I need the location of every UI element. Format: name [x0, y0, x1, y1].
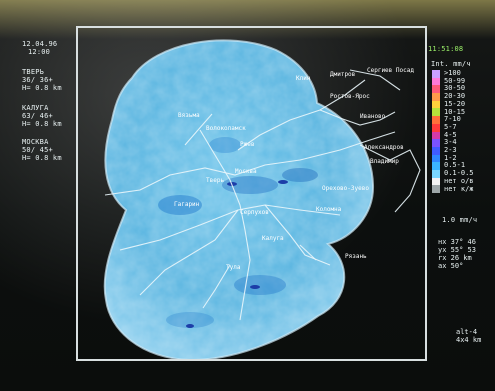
city-label: Коломна [316, 206, 342, 213]
cursor-readout: нх 37° 46 ух 55° 53 rх 26 km ах 50° [438, 238, 476, 270]
echo-cell [158, 195, 202, 215]
mode-line: 4x4 km [456, 336, 482, 344]
legend-swatch [432, 123, 440, 132]
monitor-frame [76, 26, 427, 361]
station-name: КАЛУГА [22, 104, 49, 112]
station-height: H= 0.8 km [22, 84, 62, 92]
legend-swatch [432, 100, 440, 109]
city-label: Владимир [370, 158, 399, 165]
echo-cell [222, 176, 278, 194]
legend-swatch [432, 185, 440, 193]
echo-cell [209, 137, 241, 153]
station-name: МОСКВА [22, 138, 49, 146]
station-height: H= 0.8 km [22, 120, 62, 128]
legend-swatch [432, 77, 440, 86]
station-name: ТВЕРЬ [22, 68, 45, 76]
time-readout: 12:00 [28, 48, 51, 56]
legend-label: нет о/в [444, 176, 474, 185]
legend-swatches [432, 70, 440, 193]
cursor-line: ух 55° 53 [438, 246, 476, 254]
city-label: Дмитров [330, 71, 355, 78]
legend-label: 10-15 [444, 107, 466, 116]
legend-label: 50-99 [444, 76, 466, 85]
legend-swatch [432, 108, 440, 117]
city-label: Орехово-Зуево [322, 185, 369, 192]
legend-swatch [432, 93, 440, 101]
cursor-line: rх 26 km [438, 254, 472, 262]
city-label: Ржев [240, 141, 254, 148]
echo-cell [166, 312, 214, 328]
echo-core [250, 285, 260, 289]
legend-label: 1-2 [444, 153, 457, 162]
city-label: Александров [364, 144, 404, 151]
echo-cell [282, 168, 318, 182]
legend-label: 15-20 [444, 99, 466, 108]
legend-label: 5-7 [444, 122, 457, 131]
city-label: Вязьма [178, 112, 200, 119]
city-label: Рязань [345, 253, 367, 260]
echo-core [186, 324, 194, 328]
legend-label: 4-5 [444, 130, 457, 139]
station-angles: 63/ 46+ [22, 112, 53, 120]
legend-label: 0.1-0.5 [444, 169, 474, 178]
legend-labels: >100 50-99 30-50 20-30 15-20 10-15 7-10 5-7 4-5 3… [444, 69, 474, 193]
legend-label: 20-30 [444, 92, 466, 101]
legend-label: 3-4 [444, 138, 457, 147]
scale-readout: 1.0 mm/ч [442, 216, 478, 224]
city-label: Клин [296, 75, 311, 82]
cursor-line: нх 37° 46 [438, 238, 476, 246]
legend-swatch [432, 85, 440, 94]
city-label: Калуга [262, 235, 284, 242]
road-network [104, 69, 421, 321]
mode-line: alt-4 [456, 328, 478, 336]
legend-title: Int. mm/ч [431, 60, 471, 68]
city-label: Иваново [360, 113, 386, 120]
legend-swatch [432, 162, 440, 170]
mode-readout: alt-4 4x4 km [456, 328, 481, 344]
legend-label: 2-3 [444, 146, 457, 155]
station-angles: 36/ 36+ [22, 76, 53, 84]
legend-swatch [432, 177, 440, 186]
station-angles: 50/ 45+ [22, 146, 53, 154]
legend-swatch [432, 116, 440, 124]
legend-swatch [432, 131, 440, 140]
legend-swatch [432, 146, 440, 155]
legend-label: >100 [444, 69, 461, 77]
city-label: Волоколамск [206, 125, 246, 132]
city-label: Серпухов [240, 209, 269, 216]
city-label: Тверь [206, 177, 224, 184]
city-label: Сергиев Посад [367, 67, 414, 74]
city-label: Гагарин [174, 201, 200, 208]
date-readout: 12.04.96 [22, 40, 58, 48]
legend-label: 7-10 [444, 115, 461, 124]
legend-swatch [432, 139, 440, 147]
legend-label: нет к/ж [444, 184, 474, 193]
legend-swatch [432, 154, 440, 163]
map-labels: Вязьма Волоколамск Клин Дмитров Сергиев … [174, 67, 414, 271]
station-height: H= 0.8 km [22, 154, 62, 162]
legend-swatch [432, 169, 440, 178]
legend-label: 30-50 [444, 84, 466, 93]
city-label: Тула [226, 264, 241, 271]
legend-label: 0.5-1 [444, 161, 466, 170]
city-label: Ростов-Ярос [330, 93, 370, 100]
echo-core [278, 180, 288, 184]
city-label: Москва [235, 168, 257, 175]
cursor-line: ах 50° [438, 262, 464, 270]
clock-readout: 11:51:08 [428, 45, 464, 53]
legend-swatch [432, 70, 440, 78]
